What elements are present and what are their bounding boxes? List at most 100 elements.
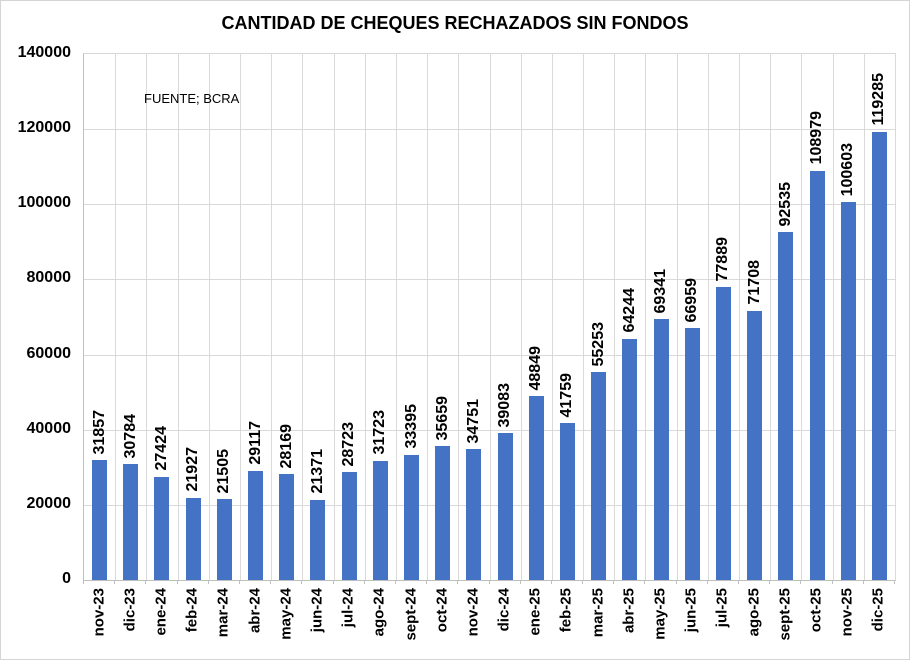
- bar-value-label: 71708: [745, 260, 763, 305]
- bar-value-label: 31857: [90, 409, 108, 455]
- vertical-gridline: [520, 54, 522, 580]
- bar: [248, 470, 264, 580]
- y-axis-tick-label: 140000: [17, 44, 71, 61]
- bar-value-label: 30784: [121, 413, 139, 459]
- bar-value-label: 92535: [776, 181, 794, 227]
- x-axis-category-label: ene-24: [152, 588, 170, 636]
- vertical-gridline: [146, 54, 148, 580]
- bar: [372, 460, 388, 580]
- vertical-gridline: [395, 54, 397, 580]
- x-axis-category-label: jul-25: [713, 588, 731, 628]
- bar-value-label: 119285: [870, 73, 888, 126]
- x-axis-tick: [332, 580, 334, 584]
- bar-value-label: 31723: [371, 410, 389, 455]
- x-axis-tick: [613, 580, 615, 584]
- bar: [840, 202, 856, 580]
- chart-title: CANTIDAD DE CHEQUES RECHAZADOS SIN FONDO…: [221, 13, 689, 33]
- x-axis-category-label: abr-24: [246, 588, 264, 634]
- x-axis-category-label: feb-24: [183, 588, 201, 633]
- x-axis-category-label: ago-24: [370, 588, 388, 637]
- x-axis-category-label: ene-25: [526, 588, 544, 636]
- vertical-gridline: [302, 54, 304, 580]
- x-axis-category-label: nov-24: [464, 588, 482, 637]
- x-axis-tick: [831, 580, 833, 584]
- bar: [341, 472, 357, 580]
- x-axis-category-label: jul-24: [339, 588, 357, 628]
- vertical-gridline: [458, 54, 460, 580]
- bar-value-label: 55253: [589, 321, 607, 367]
- bar-value-label: 77889: [714, 236, 732, 282]
- bar-value-label: 39083: [496, 382, 514, 428]
- x-axis-category-label: abr-25: [620, 588, 638, 634]
- vertical-gridline: [115, 54, 117, 580]
- bar-value-label: 21371: [308, 449, 326, 494]
- y-axis-tick-label: 0: [62, 570, 71, 587]
- x-axis-tick: [769, 580, 771, 584]
- y-axis-tick-label: 80000: [26, 269, 72, 287]
- x-axis-tick: [145, 580, 147, 584]
- bar: [871, 131, 887, 580]
- bar: [404, 454, 420, 580]
- bar-value-label: 64244: [620, 288, 638, 333]
- x-axis-category-label: may-24: [277, 588, 295, 640]
- y-axis-tick-label: 100000: [17, 194, 71, 212]
- x-axis-category-label: mar-24: [214, 588, 232, 638]
- bar: [154, 476, 170, 580]
- bar: [216, 499, 232, 580]
- bar: [715, 287, 731, 580]
- bar: [559, 423, 575, 580]
- bar-value-label: 108979: [808, 111, 826, 165]
- y-axis-tick-label: 120000: [17, 119, 71, 137]
- bar: [622, 338, 638, 580]
- x-axis-category-label: jun-24: [308, 588, 326, 633]
- bar: [123, 464, 139, 580]
- vertical-gridline: [208, 54, 210, 580]
- vertical-gridline: [707, 54, 709, 580]
- vertical-gridline: [863, 54, 865, 580]
- bar: [591, 372, 607, 580]
- x-axis-category-label: dic-24: [495, 588, 513, 632]
- bar: [809, 170, 825, 580]
- x-axis-tick: [675, 580, 677, 584]
- x-axis-tick: [457, 580, 459, 584]
- x-axis-category-label: ago-25: [745, 588, 763, 637]
- bar-value-label: 34751: [464, 398, 482, 444]
- bar: [684, 328, 700, 580]
- x-axis-tick: [238, 580, 240, 584]
- x-axis-category-label: sept-24: [402, 588, 420, 641]
- vertical-gridline: [489, 54, 491, 580]
- bar-value-label: 29117: [246, 421, 264, 465]
- x-axis-category-label: sept-25: [776, 588, 794, 641]
- bar: [528, 396, 544, 580]
- x-axis-tick: [83, 580, 84, 584]
- vertical-gridline: [271, 54, 273, 580]
- x-axis-category-label: dic-25: [869, 588, 887, 632]
- x-axis-tick: [207, 580, 209, 584]
- bar-value-label: 27424: [152, 426, 170, 471]
- vertical-gridline: [832, 54, 834, 580]
- x-axis-tick: [800, 580, 802, 584]
- x-axis-tick: [270, 580, 272, 584]
- bar: [653, 319, 669, 580]
- vertical-gridline: [770, 54, 772, 580]
- x-axis-tick: [862, 580, 864, 584]
- bar-value-label: 21927: [184, 447, 202, 492]
- x-axis-tick: [363, 580, 365, 584]
- y-axis-tick-label: 40000: [26, 419, 72, 437]
- x-axis-tick: [488, 580, 490, 584]
- vertical-gridline: [333, 54, 335, 580]
- vertical-gridline: [739, 54, 741, 580]
- x-axis-tick: [582, 580, 584, 584]
- bar-value-label: 69341: [652, 268, 670, 314]
- plot-area: 31857 30784 27424 21927 21505 29117 28169 21371…: [83, 53, 896, 581]
- y-axis-tick-label: 60000: [26, 344, 72, 362]
- x-axis-tick: [301, 580, 303, 584]
- x-axis-tick: [894, 580, 895, 584]
- x-axis-tick: [706, 580, 708, 584]
- x-axis-tick: [550, 580, 552, 584]
- bar-value-label: 28169: [277, 423, 295, 469]
- x-axis-tick: [176, 580, 178, 584]
- bar: [92, 460, 108, 580]
- x-axis-tick: [644, 580, 646, 584]
- vertical-gridline: [676, 54, 678, 580]
